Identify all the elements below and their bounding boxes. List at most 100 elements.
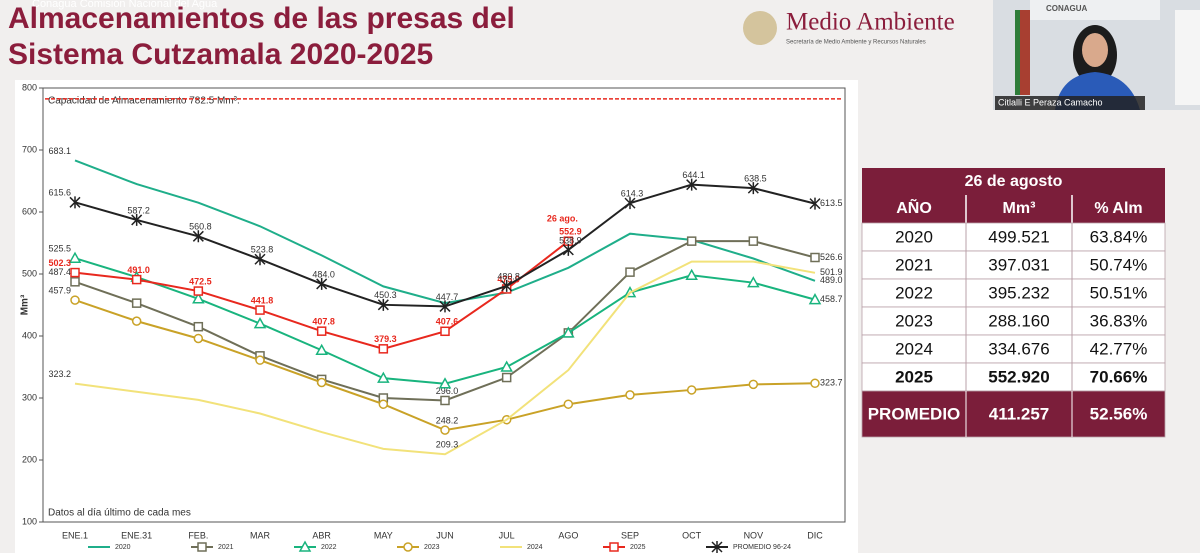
legend-label: 2023	[424, 544, 440, 551]
table-cell: PROMEDIO	[868, 404, 961, 423]
x-tick-label: OCT	[682, 530, 702, 540]
legend-label: 2025	[630, 544, 646, 551]
table-cell: 397.031	[988, 255, 1049, 274]
table-title-bg	[862, 168, 1165, 195]
table-header: % Alm	[1094, 200, 1142, 217]
value-label: 560.8	[189, 222, 212, 232]
y-tick-label: 400	[22, 330, 37, 340]
value-label: 296.0	[436, 386, 459, 396]
x-tick-label: JUN	[436, 530, 454, 540]
table-cell: 70.66%	[1090, 367, 1148, 386]
value-label: 379.3	[374, 334, 397, 344]
point	[500, 360, 513, 372]
point	[438, 377, 452, 389]
table-header: AÑO	[896, 197, 932, 217]
point	[685, 268, 698, 280]
table-row-bg	[861, 306, 1166, 336]
value-label: 484.0	[312, 269, 335, 279]
table-cell: 52.56%	[1090, 404, 1148, 423]
point	[69, 196, 81, 209]
table-cell: 2025	[895, 367, 933, 386]
point	[68, 251, 82, 263]
value-label: 613.5	[820, 198, 843, 208]
point	[255, 355, 265, 365]
table-row-bg	[861, 278, 1166, 308]
video-name: Citlalli E Peraza Camacho	[998, 97, 1103, 107]
value-label: 587.2	[127, 205, 150, 215]
table-row-bg	[861, 390, 1166, 438]
point	[378, 344, 389, 354]
point	[810, 252, 820, 263]
table-cell: 288.160	[988, 311, 1049, 330]
x-tick-label: ENE.1	[62, 530, 88, 540]
point	[197, 542, 207, 552]
point	[810, 378, 820, 389]
person-face	[1082, 33, 1108, 67]
table-cell: 42.77%	[1090, 339, 1148, 358]
point	[316, 377, 327, 388]
point	[254, 253, 266, 266]
point	[316, 326, 327, 336]
value-label: 538.9	[559, 235, 582, 245]
point	[711, 541, 723, 553]
logo-text: Medio Ambiente	[786, 9, 955, 36]
point	[808, 293, 822, 305]
table-cell: 2020	[895, 227, 933, 246]
value-label: 407.8	[312, 317, 335, 327]
note: Datos al día último de cada mes	[48, 508, 191, 519]
value-label: 323.7	[820, 378, 843, 388]
top-bar-text: Conagua Comisión Nacional del Agua	[32, 0, 218, 10]
x-tick-label: ABR	[312, 530, 331, 540]
value-label: 475.9	[497, 274, 520, 284]
value-label: 480.8	[497, 271, 520, 281]
point	[192, 230, 204, 243]
value-label: 501.9	[820, 267, 843, 277]
point	[439, 300, 451, 313]
point	[747, 276, 760, 288]
legend-label: PROMEDIO 96-24	[733, 544, 791, 551]
y-tick-label: 100	[22, 516, 37, 526]
table-cell: 63.84%	[1090, 227, 1148, 246]
point	[748, 379, 759, 390]
value-label: 683.1	[48, 146, 71, 156]
table-cell: 552.920	[988, 367, 1049, 386]
banner	[1030, 0, 1160, 20]
point	[809, 197, 821, 210]
point	[316, 277, 328, 290]
logo-seal	[743, 11, 777, 45]
value-label: 450.3	[374, 290, 397, 300]
table-cell: 499.521	[988, 227, 1049, 246]
table-cell: 2021	[895, 255, 933, 274]
value-label: 526.6	[820, 252, 843, 262]
value-label: 457.9	[48, 285, 71, 295]
value-label: 248.2	[436, 415, 459, 425]
point	[625, 267, 635, 277]
value-label: 458.7	[820, 294, 843, 304]
point	[747, 182, 759, 195]
point	[193, 286, 204, 296]
table-cell: 411.257	[989, 404, 1050, 423]
value-label: 552.9	[559, 227, 582, 237]
name-plate	[995, 96, 1145, 110]
series-line	[74, 260, 816, 456]
point	[440, 395, 450, 406]
table-cell: 2024	[895, 339, 933, 358]
y-tick-label: 300	[22, 392, 37, 402]
table-cell: 50.51%	[1090, 283, 1148, 302]
table-header: Mm³	[1003, 200, 1036, 217]
point	[131, 213, 143, 226]
flag	[1020, 10, 1030, 95]
value-label: 523.8	[251, 245, 274, 255]
value-label: 615.6	[48, 188, 71, 198]
value-label: 502.3	[48, 258, 71, 268]
table: 26 de agosto AÑO Mm³ % Alm 2020 499.521 63.84%…	[861, 168, 1166, 438]
table-row-bg	[861, 250, 1166, 280]
point	[403, 542, 413, 552]
value-label: 638.5	[744, 174, 767, 184]
point	[70, 277, 80, 287]
table-cell: 2022	[895, 283, 933, 302]
point	[440, 425, 450, 435]
point	[748, 236, 759, 246]
x-tick-label: MAR	[250, 530, 271, 540]
value-label: 644.1	[682, 170, 705, 180]
